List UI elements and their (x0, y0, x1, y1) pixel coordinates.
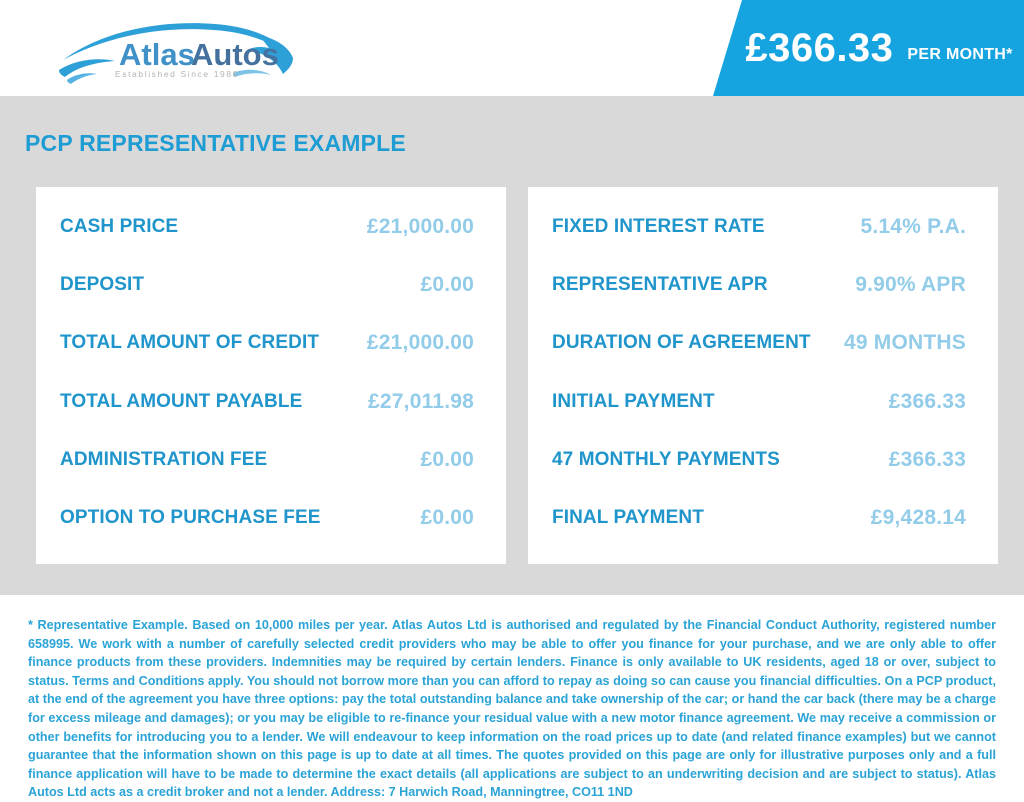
finance-left-row: TOTAL AMOUNT OF CREDIT £21,000.00 (60, 331, 474, 355)
page-header: Atlas Autos Established Since 1986 £366.… (0, 0, 1024, 96)
finance-right-row: DURATION OF AGREEMENT 49 MONTHS (552, 331, 966, 355)
finance-right-row-label: INITIAL PAYMENT (552, 390, 715, 412)
monthly-price-period: PER MONTH* (907, 46, 1013, 63)
finance-left-row-label: CASH PRICE (60, 216, 179, 237)
footer: * Representative Example. Based on 10,00… (0, 595, 1024, 802)
finance-left-row-label: TOTAL AMOUNT OF CREDIT (60, 332, 320, 354)
finance-left-row-value: £27,011.98 (368, 389, 474, 413)
finance-left-row-value: £0.00 (420, 273, 474, 297)
car-silhouette-icon (59, 23, 293, 84)
finance-right-row-label: FIXED INTEREST RATE (552, 216, 765, 237)
finance-left-row-value: £0.00 (420, 505, 474, 529)
finance-card-right: FIXED INTEREST RATE 5.14% P.A. REPRESENTAT… (528, 187, 998, 564)
finance-right-row-value: 49 MONTHS (844, 331, 966, 355)
page-title: PCP REPRESENTATIVE EXAMPLE (25, 130, 406, 156)
finance-right-row-value: £366.33 (888, 389, 966, 413)
finance-left-row: ADMINISTRATION FEE £0.00 (60, 448, 474, 472)
finance-cards: CASH PRICE £21,000.00 DEPOSIT £0.00 TOTAL AM… (36, 187, 998, 564)
representative-example-disclaimer: * Representative Example. Based on 10,00… (28, 618, 996, 800)
finance-left-row: OPTION TO PURCHASE FEE £0.00 (60, 506, 474, 530)
finance-left-row-label: OPTION TO PURCHASE FEE (60, 506, 321, 528)
finance-right-row: INITIAL PAYMENT £366.33 (552, 390, 966, 414)
finance-card-left: CASH PRICE £21,000.00 DEPOSIT £0.00 TOTAL AM… (36, 187, 506, 564)
finance-left-row: TOTAL AMOUNT PAYABLE £27,011.98 (60, 390, 474, 414)
finance-left-row-label: ADMINISTRATION FEE (60, 448, 268, 470)
finance-left-row-value: £0.00 (420, 447, 474, 471)
finance-left-row-label: TOTAL AMOUNT PAYABLE (60, 390, 303, 412)
logo-tagline: Established Since 1986 (115, 69, 239, 79)
monthly-price-banner: £366.33 PER MONTH* (713, 0, 1024, 96)
finance-right-row-value: 9.90% APR (855, 273, 966, 297)
finance-example-section: PCP REPRESENTATIVE EXAMPLE CASH PRICE £21… (0, 96, 1024, 595)
finance-right-row-value: £9,428.14 (870, 505, 966, 529)
finance-right-row: FINAL PAYMENT £9,428.14 (552, 506, 966, 530)
finance-right-row: REPRESENTATIVE APR 9.90% APR (552, 273, 966, 297)
logo-brand-first: Atlas (119, 37, 195, 72)
finance-right-row-value: 5.14% P.A. (860, 215, 966, 238)
finance-right-row: FIXED INTEREST RATE 5.14% P.A. (552, 215, 966, 239)
finance-left-row: DEPOSIT £0.00 (60, 273, 474, 297)
logo-brand-second: Autos (191, 37, 279, 72)
finance-left-row-value: £21,000.00 (366, 215, 474, 238)
finance-right-row-label: FINAL PAYMENT (552, 506, 704, 528)
monthly-price-amount: £366.33 (745, 25, 894, 70)
finance-left-row-value: £21,000.00 (366, 331, 474, 355)
finance-right-row-label: DURATION OF AGREEMENT (552, 332, 811, 354)
finance-left-row-label: DEPOSIT (60, 274, 145, 296)
finance-left-row: CASH PRICE £21,000.00 (60, 215, 474, 239)
finance-right-row-label: REPRESENTATIVE APR (552, 274, 768, 296)
atlas-autos-logo: Atlas Autos Established Since 1986 (59, 23, 293, 84)
finance-right-row-value: £366.33 (888, 447, 966, 471)
finance-right-row: 47 MONTHLY PAYMENTS £366.33 (552, 448, 966, 472)
finance-right-row-label: 47 MONTHLY PAYMENTS (552, 448, 780, 470)
